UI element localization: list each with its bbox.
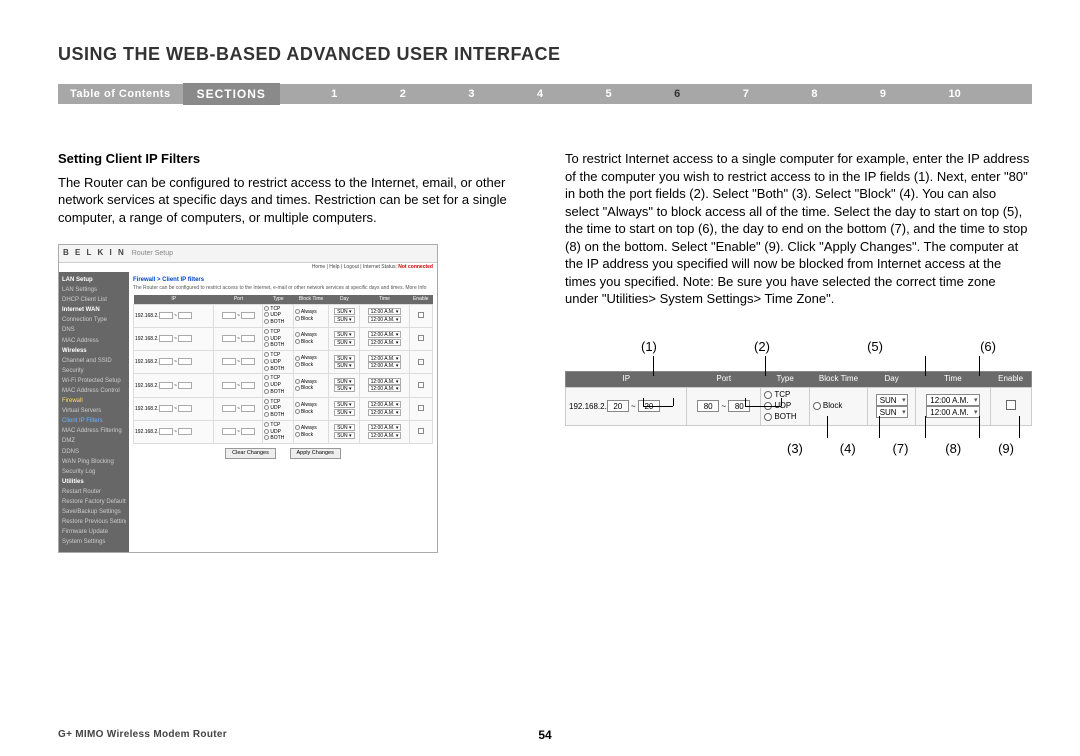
clear-button[interactable]: Clear Changes — [225, 448, 276, 459]
sidebar-item[interactable]: Wireless — [62, 347, 126, 355]
nav-section-1[interactable]: 1 — [331, 88, 337, 100]
nav-sections-label: SECTIONS — [183, 83, 280, 105]
sidebar-item[interactable]: Save/Backup Settings — [62, 508, 126, 516]
sidebar-item[interactable]: MAC Address — [62, 337, 126, 345]
sidebar-item[interactable]: Virtual Servers — [62, 407, 126, 415]
nav-section-4[interactable]: 4 — [537, 88, 543, 100]
sidebar-item[interactable]: LAN Setup — [62, 276, 126, 284]
sidebar-item[interactable]: Internet WAN — [62, 306, 126, 314]
nav-section-3[interactable]: 3 — [468, 88, 474, 100]
page-number: 54 — [538, 728, 551, 742]
callout-label: (6) — [980, 338, 996, 356]
nav-section-9[interactable]: 9 — [880, 88, 886, 100]
right-paragraph: To restrict Internet access to a single … — [565, 150, 1032, 308]
sidebar-item[interactable]: Security Log — [62, 468, 126, 476]
nav-section-2[interactable]: 2 — [400, 88, 406, 100]
sidebar-item[interactable]: Firmware Update — [62, 528, 126, 536]
sidebar-item[interactable]: Firewall — [62, 397, 126, 405]
footer: G+ MIMO Wireless Modem Router 54 — [58, 729, 1032, 740]
router-screenshot: B E L K I N Router Setup Home | Help | L… — [58, 244, 438, 553]
sidebar-item[interactable]: Restore Previous Settings — [62, 518, 126, 526]
sidebar-item[interactable]: Restart Router — [62, 488, 126, 496]
sidebar-item[interactable]: DNS — [62, 326, 126, 334]
sidebar-item[interactable]: LAN Settings — [62, 286, 126, 294]
sidebar-item[interactable]: MAC Address Control — [62, 387, 126, 395]
callout-label: (4) — [840, 440, 856, 458]
page-title: USING THE WEB-BASED ADVANCED USER INTERF… — [58, 44, 561, 65]
sidebar-item[interactable]: Utilities — [62, 478, 126, 486]
right-column: To restrict Internet access to a single … — [565, 150, 1032, 553]
router-homebar: Home | Help | Logout | Internet Status: … — [59, 263, 437, 272]
callout-label: (7) — [893, 440, 909, 458]
callout-label: (5) — [867, 338, 883, 356]
section-heading: Setting Client IP Filters — [58, 150, 525, 168]
nav-toc[interactable]: Table of Contents — [58, 88, 183, 100]
callout-diagram: (1) (2) (5) (6) IPPortTypeBlock TimeDayTime… — [565, 338, 1032, 498]
sidebar-item[interactable]: Wi-Fi Protected Setup — [62, 377, 126, 385]
sidebar-item[interactable]: DDNS — [62, 448, 126, 456]
sidebar-item[interactable]: WAN Ping Blocking — [62, 458, 126, 466]
sidebar-item[interactable]: Client IP Filters — [62, 417, 126, 425]
apply-button[interactable]: Apply Changes — [290, 448, 341, 459]
sidebar-item[interactable]: System Settings — [62, 538, 126, 546]
router-desc: The Router can be configured to restrict… — [133, 286, 433, 292]
nav-bar: Table of Contents SECTIONS 1 2 3 4 5 6 7 8 9 10 — [58, 84, 1032, 104]
left-paragraph: The Router can be configured to restrict… — [58, 174, 525, 227]
filter-table: IPPortTypeBlock TimeDayTimeEnable 192.16… — [133, 295, 433, 444]
callout-label: (2) — [754, 338, 770, 356]
nav-section-8[interactable]: 8 — [811, 88, 817, 100]
nav-section-7[interactable]: 7 — [743, 88, 749, 100]
router-title: Router Setup — [132, 249, 173, 258]
callout-label: (9) — [998, 440, 1014, 458]
sidebar-item[interactable]: DMZ — [62, 437, 126, 445]
router-sidebar: LAN Setup LAN Settings DHCP Client List Int… — [59, 272, 129, 553]
callout-label: (1) — [641, 338, 657, 356]
callout-table: IPPortTypeBlock TimeDayTimeEnable 192.16… — [565, 371, 1032, 425]
footer-title: G+ MIMO Wireless Modem Router — [58, 729, 227, 740]
sidebar-item[interactable]: MAC Address Filtering — [62, 427, 126, 435]
nav-section-links: 1 2 3 4 5 6 7 8 9 10 — [280, 88, 1032, 100]
belkin-logo: B E L K I N — [63, 248, 126, 259]
nav-section-5[interactable]: 5 — [606, 88, 612, 100]
callout-label: (8) — [945, 440, 961, 458]
sidebar-item[interactable]: Restore Factory Defaults — [62, 498, 126, 506]
callout-label: (3) — [787, 440, 803, 458]
left-column: Setting Client IP Filters The Router can… — [58, 150, 525, 553]
nav-section-6[interactable]: 6 — [674, 88, 680, 100]
nav-section-10[interactable]: 10 — [949, 88, 961, 100]
sidebar-item[interactable]: Connection Type — [62, 316, 126, 324]
sidebar-item[interactable]: Security — [62, 367, 126, 375]
breadcrumb: Firewall > Client IP filters — [133, 276, 433, 284]
sidebar-item[interactable]: Channel and SSID — [62, 357, 126, 365]
sidebar-item[interactable]: DHCP Client List — [62, 296, 126, 304]
